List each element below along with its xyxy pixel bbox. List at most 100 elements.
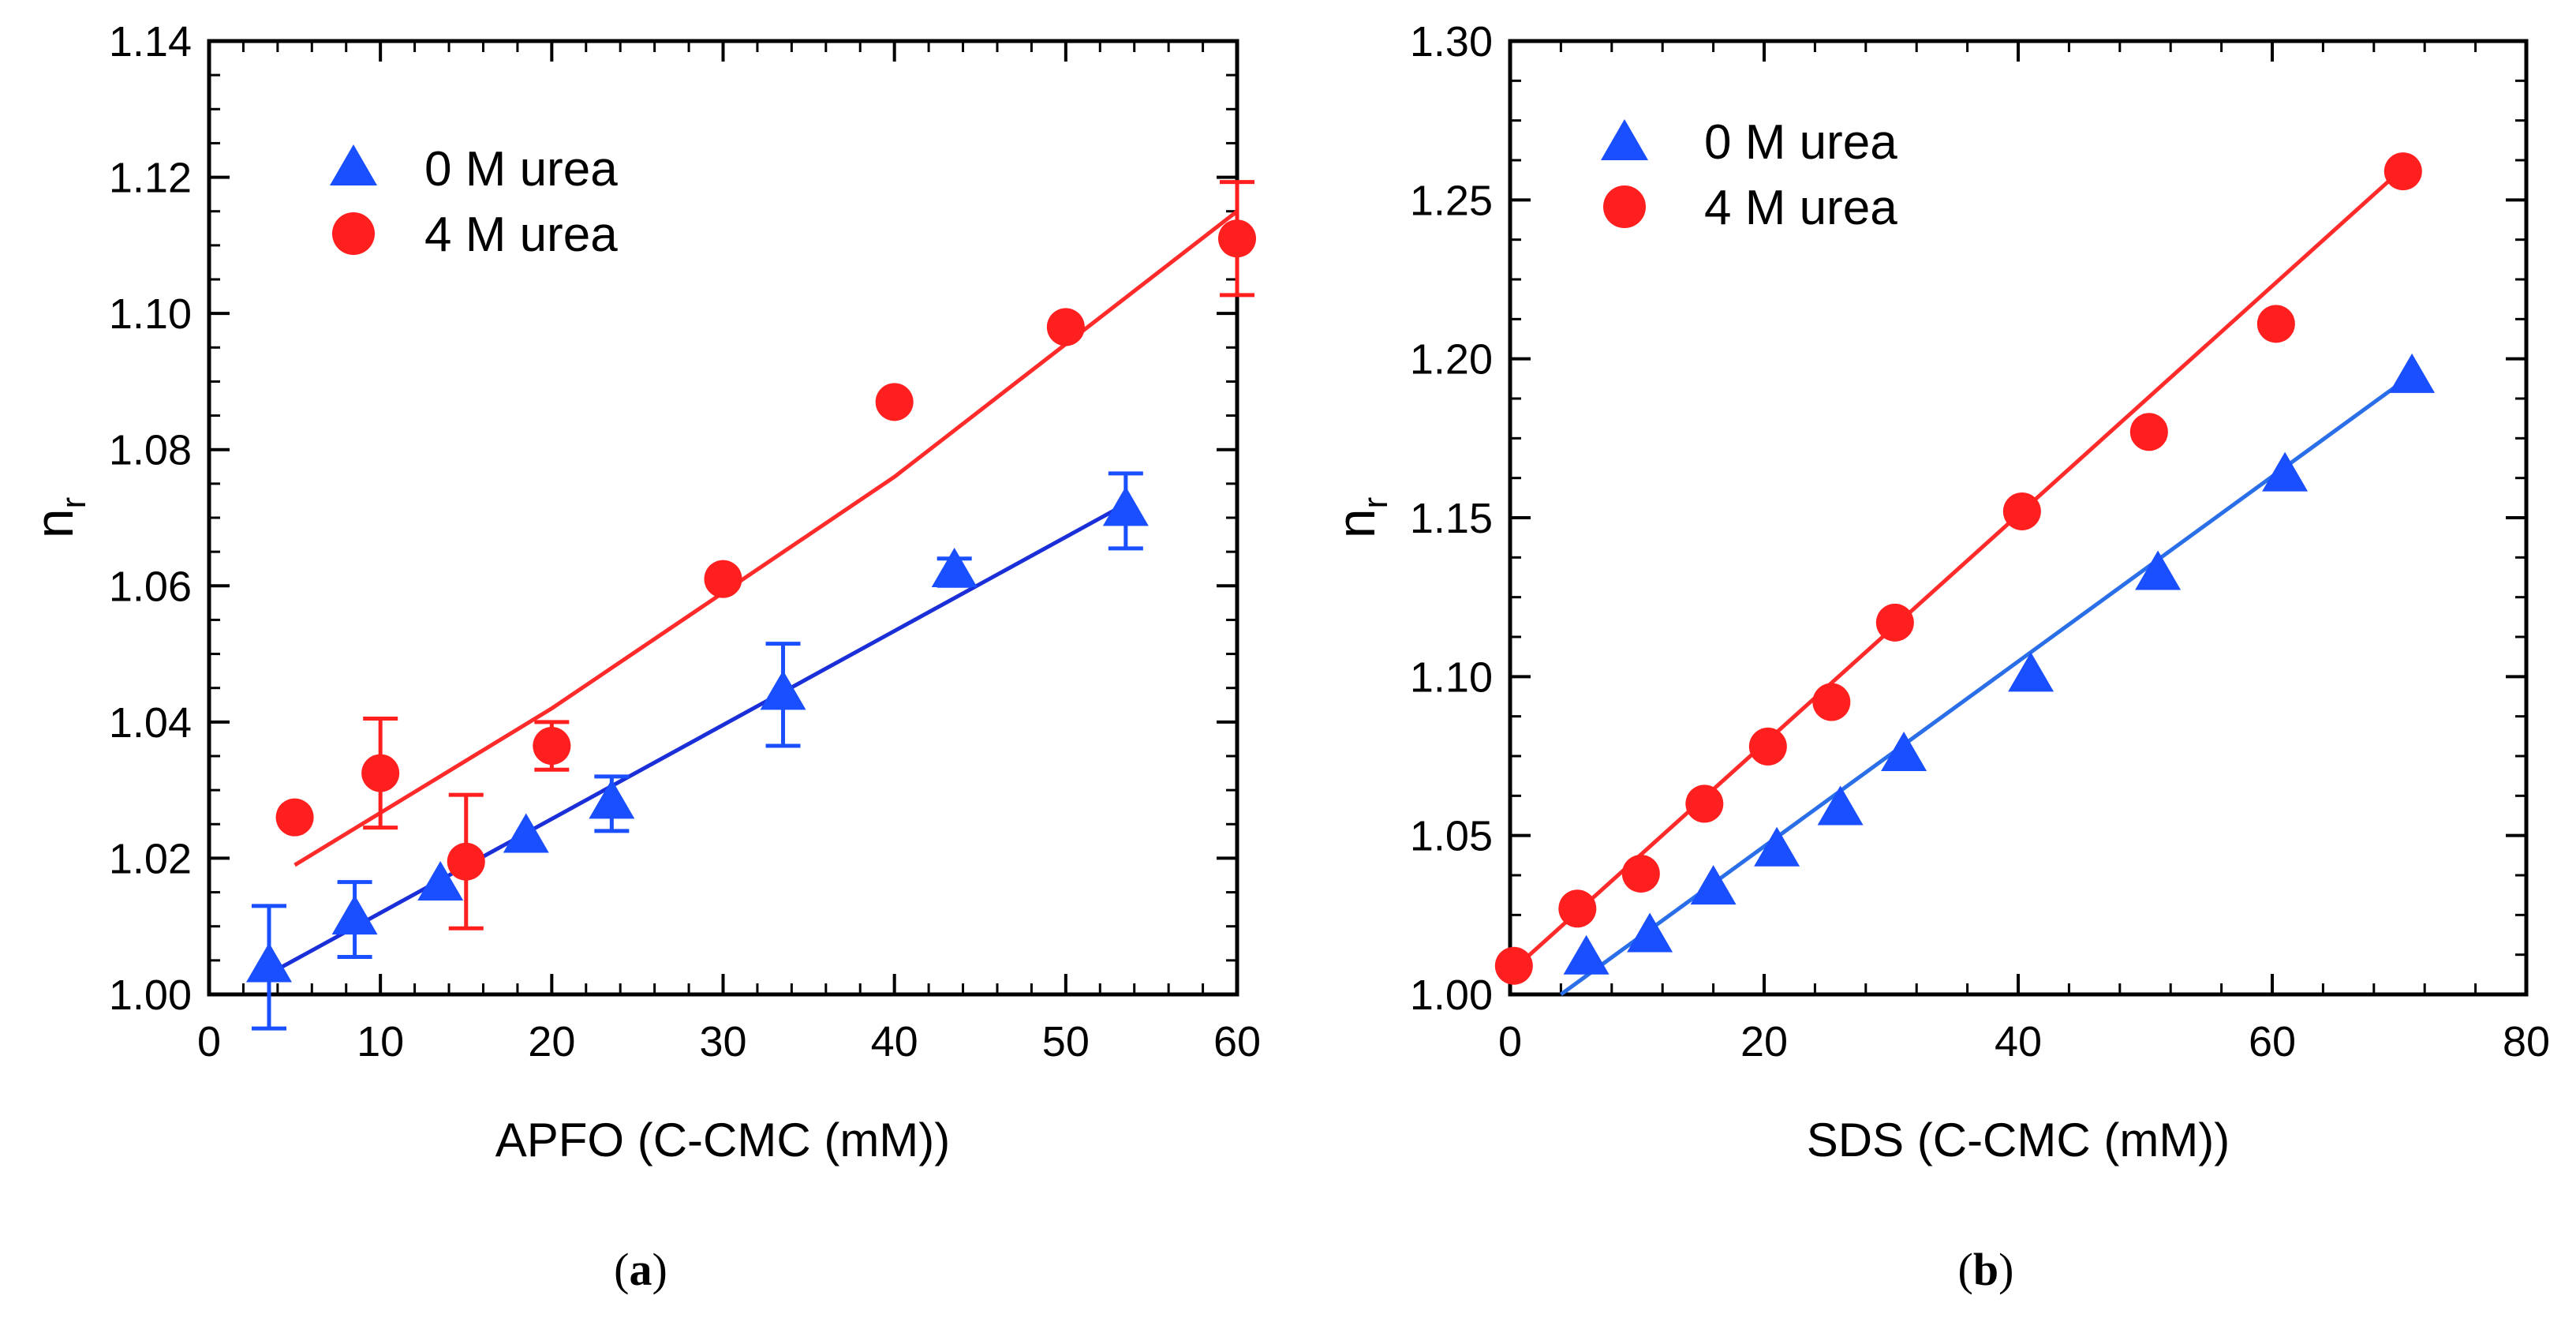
y-tick-label-a: 1.14 (109, 18, 192, 66)
data-point-b-circle (1494, 946, 1533, 985)
data-point-b-triangle (2135, 550, 2182, 590)
data-point-b-triangle (1690, 865, 1737, 905)
svg-text:nr: nr (24, 497, 93, 538)
legend-a-entry-1: 4 M urea (424, 208, 618, 262)
data-point-a-triangle (417, 860, 464, 901)
legend-a-entry-0: 0 M urea (424, 142, 618, 197)
data-points-b (1494, 152, 2436, 985)
x-tick-label-b: 0 (1498, 1018, 1522, 1065)
legend-a-circle-marker (332, 212, 375, 255)
y-tick-label-b: 1.00 (1410, 972, 1493, 1019)
x-tick-label-b: 40 (1995, 1018, 2042, 1065)
ticks-a: 0 10 20 30 40 50 60 1.00 1.02 1.04 1.06 1.08 1.10 1.1… (109, 18, 1261, 1065)
y-tick-label-b: 1.05 (1410, 813, 1493, 860)
x-tick-label-a: 20 (528, 1018, 575, 1065)
legend-b-circle-marker (1603, 185, 1646, 228)
y-tick-label-b: 1.25 (1410, 177, 1493, 224)
panel-label-a-letter: a (630, 1244, 652, 1295)
y-axis-title-b-main: n (1326, 508, 1386, 538)
y-tick-label-b: 1.20 (1410, 336, 1493, 384)
data-point-a-triangle (246, 942, 293, 983)
data-point-b-triangle (1754, 826, 1800, 867)
y-axis-title-a-main: n (24, 508, 84, 538)
data-point-b-triangle (1627, 912, 1673, 953)
data-point-b-triangle (2008, 652, 2054, 692)
y-tick-label-b: 1.10 (1410, 653, 1493, 701)
data-point-b-circle (1748, 727, 1787, 766)
data-point-a-circle (447, 842, 485, 881)
y-tick-label-a: 1.10 (109, 290, 192, 338)
y-tick-label-a: 1.12 (109, 155, 192, 202)
data-point-b-triangle (1563, 934, 1610, 975)
data-point-b-triangle (1817, 785, 1864, 826)
data-point-a-circle (1046, 308, 1085, 346)
data-point-a-triangle (331, 895, 378, 935)
data-point-b-circle (1621, 854, 1660, 893)
data-point-a-circle (704, 560, 742, 598)
x-axis-title-b: SDS (C-CMC (mM)) (1807, 1114, 2230, 1166)
data-point-a-circle (533, 727, 571, 766)
x-tick-label-a: 50 (1042, 1018, 1090, 1065)
data-point-a-triangle (1102, 486, 1149, 526)
y-tick-label-b: 1.15 (1410, 495, 1493, 542)
panel-label-b: (b) (1958, 1244, 2014, 1295)
panel-label-b-letter: b (1973, 1244, 1998, 1295)
y-tick-label-a: 1.04 (109, 699, 192, 747)
x-tick-label-a: 60 (1213, 1018, 1261, 1065)
y-tick-label-b: 1.30 (1410, 18, 1493, 66)
svg-text:nr: nr (1326, 497, 1395, 538)
data-point-b-triangle (1881, 732, 1927, 771)
data-point-b-circle (2256, 305, 2295, 343)
data-point-a-triangle (589, 779, 635, 819)
legend-b-entry-1: 4 M urea (1704, 181, 1897, 235)
fit-line-b-series-1 (1512, 167, 2405, 971)
data-point-b-circle (1685, 784, 1724, 823)
data-point-b-circle (1875, 603, 1914, 642)
data-point-b-circle (2002, 492, 2041, 530)
panel-b: 0 20 40 60 80 1.00 1.05 1.10 1.15 1.20 1.25 1.30 0 … (1326, 18, 2550, 1295)
panel-label-a: (a) (614, 1244, 667, 1295)
legend-b: 0 M urea 4 M urea (1601, 115, 1897, 235)
x-tick-label-a: 0 (197, 1018, 221, 1065)
data-point-a-circle (361, 754, 400, 792)
x-axis-title-a: APFO (C-CMC (mM)) (495, 1114, 951, 1166)
y-axis-title-b: nr (1326, 497, 1395, 538)
fit-line-a-series-1 (293, 209, 1239, 867)
y-tick-label-a: 1.06 (109, 563, 192, 610)
data-points-a (246, 219, 1256, 983)
data-point-a-triangle (503, 813, 549, 853)
data-point-a-triangle (931, 548, 978, 588)
legend-b-entry-0: 0 M urea (1704, 115, 1897, 170)
fit-line-a-series-0 (267, 502, 1127, 976)
y-tick-label-a: 1.02 (109, 835, 192, 882)
fit-lines-a (267, 209, 1239, 976)
data-point-b-circle (1558, 889, 1597, 928)
y-axis-title-a: nr (24, 497, 93, 538)
data-point-b-triangle (2262, 451, 2309, 492)
data-point-a-circle (275, 798, 314, 837)
data-point-b-circle (1812, 683, 1851, 721)
panel-a: 0 10 20 30 40 50 60 1.00 1.02 1.04 1.06 1.08 1.10 1.1… (24, 18, 1261, 1295)
x-tick-label-b: 20 (1740, 1018, 1788, 1065)
data-point-b-triangle (2389, 353, 2436, 393)
y-axis-title-b-sub: r (1356, 497, 1395, 509)
legend-a: 0 M urea 4 M urea (330, 142, 618, 262)
data-point-a-triangle (760, 670, 806, 710)
x-tick-label-a: 30 (699, 1018, 746, 1065)
y-axis-title-a-sub: r (54, 497, 93, 509)
ticks-b: 0 20 40 60 80 1.00 1.05 1.10 1.15 1.20 1.25 1.30 (1410, 18, 2550, 1065)
data-point-a-circle (1218, 219, 1256, 258)
legend-a-triangle-marker (330, 144, 377, 185)
y-tick-label-a: 1.00 (109, 972, 192, 1019)
x-tick-label-a: 10 (357, 1018, 404, 1065)
legend-b-triangle-marker (1601, 119, 1648, 160)
x-tick-label-a: 40 (871, 1018, 918, 1065)
x-tick-label-b: 80 (2503, 1018, 2550, 1065)
data-point-b-circle (2383, 152, 2422, 191)
error-bars-a (252, 180, 1254, 1031)
x-tick-label-b: 60 (2249, 1018, 2296, 1065)
y-tick-label-a: 1.08 (109, 427, 192, 474)
data-point-b-circle (2129, 413, 2168, 451)
data-point-a-circle (875, 383, 914, 421)
